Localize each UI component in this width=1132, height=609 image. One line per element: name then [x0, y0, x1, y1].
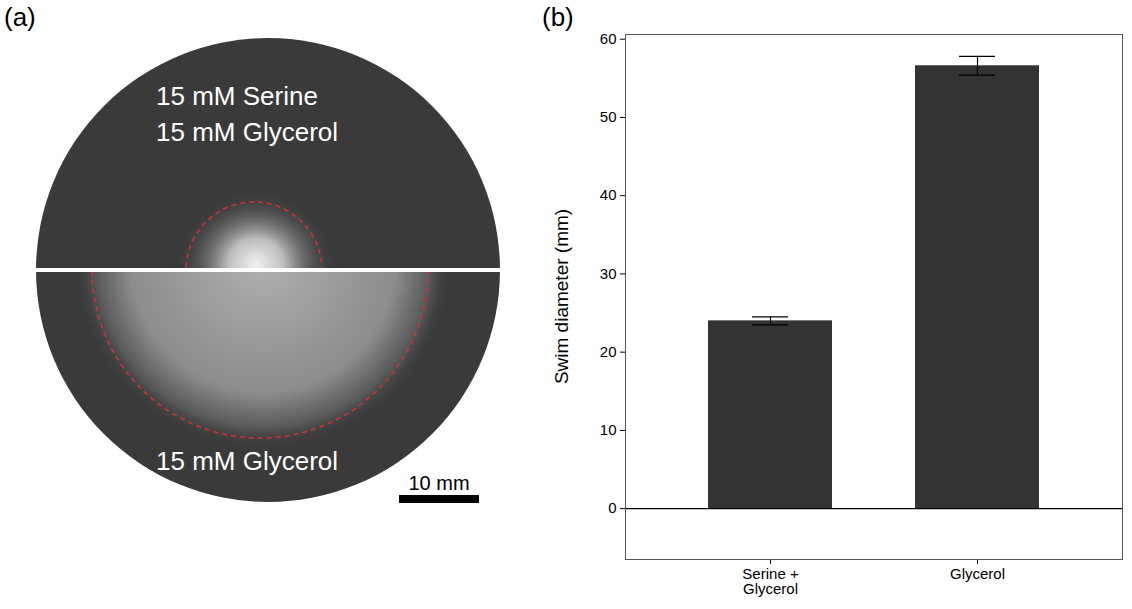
svg-text:30: 30	[600, 265, 617, 282]
svg-text:Swim diameter (mm): Swim diameter (mm)	[551, 209, 572, 384]
svg-text:0: 0	[608, 499, 616, 516]
html-text:(b): (b)	[542, 2, 574, 32]
svg-text:40: 40	[600, 186, 617, 203]
svg-text:60: 60	[600, 30, 617, 47]
svg-text:15 mM Glycerol: 15 mM Glycerol	[156, 117, 338, 147]
html-text:(a): (a)	[4, 2, 36, 32]
svg-text:Glycerol: Glycerol	[950, 565, 1005, 582]
svg-text:20: 20	[600, 343, 617, 360]
svg-text:Serine +Glycerol: Serine +Glycerol	[742, 565, 799, 597]
svg-text:10 mm: 10 mm	[408, 472, 469, 494]
svg-text:50: 50	[600, 108, 617, 125]
svg-text:15 mM Serine: 15 mM Serine	[156, 81, 318, 111]
svg-text:15 mM Glycerol: 15 mM Glycerol	[156, 446, 338, 476]
svg-text:10: 10	[600, 421, 617, 438]
